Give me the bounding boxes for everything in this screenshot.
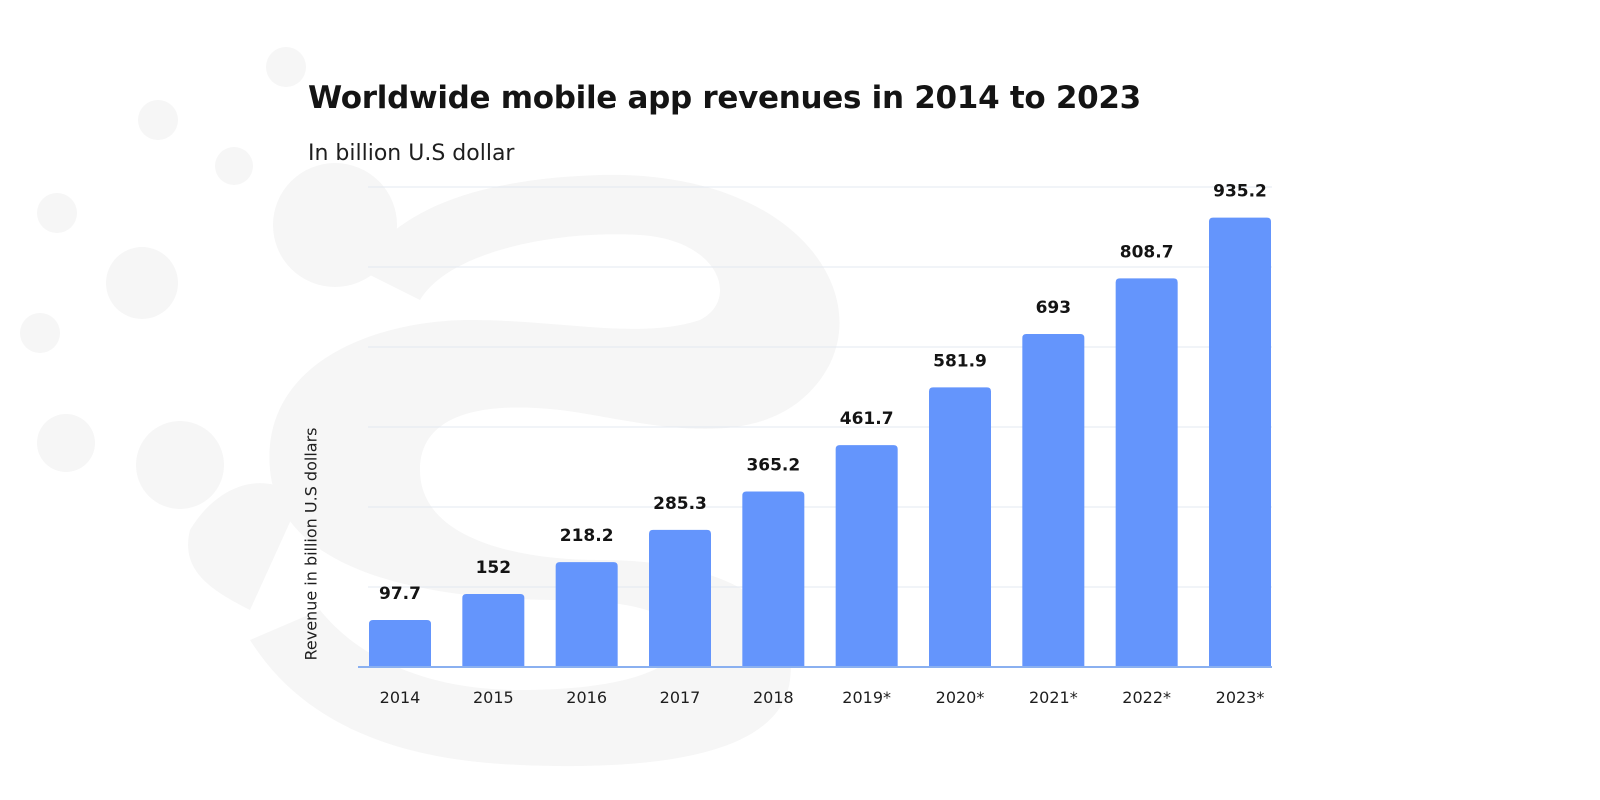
data-label-2016: 218.2 [560,526,614,546]
data-label-2019: 461.7 [840,409,894,429]
x-tick-2022: 2022* [1122,688,1171,707]
bars [369,217,1271,667]
bar-2014 [369,620,431,667]
data-label-2023: 935.2 [1213,182,1267,202]
data-label-2018: 365.2 [746,456,800,476]
data-label-2021: 693 [1036,298,1072,318]
x-tick-2017: 2017 [660,688,701,707]
x-tick-2015: 2015 [473,688,514,707]
x-tick-2020: 2020* [936,688,985,707]
x-tick-2021: 2021* [1029,688,1078,707]
data-label-2017: 285.3 [653,494,707,514]
bar-2021 [1022,334,1085,667]
bar-2022 [1115,278,1178,667]
data-label-2014: 97.7 [379,584,421,604]
bar-2016 [555,562,618,667]
bar-2017 [649,529,711,667]
data-label-2015: 152 [476,558,512,578]
x-tick-2019: 2019* [842,688,891,707]
x-tick-2014: 2014 [380,688,421,707]
chart-title: Worldwide mobile app revenues in 2014 to… [308,80,1141,116]
data-label-2022: 808.7 [1120,242,1174,262]
bar-2020 [929,387,991,667]
x-tick-2018: 2018 [753,688,794,707]
data-labels: 97.7 152 218.2 285.3 365.2 461.7 581.9 693 808.7… [379,182,1267,604]
chart-subtitle: In billion U.S dollar [308,141,515,166]
bar-2015 [462,593,525,667]
bar-2019 [835,445,898,667]
bar-2023 [1209,217,1271,667]
data-label-2020: 581.9 [933,351,987,371]
x-tick-2023: 2023* [1216,688,1265,707]
x-tick-2016: 2016 [566,688,607,707]
bar-2018 [742,491,805,667]
x-tick-labels: 2014 2015 2016 2017 2018 2019* 2020* 2021* 2022*… [380,688,1265,707]
